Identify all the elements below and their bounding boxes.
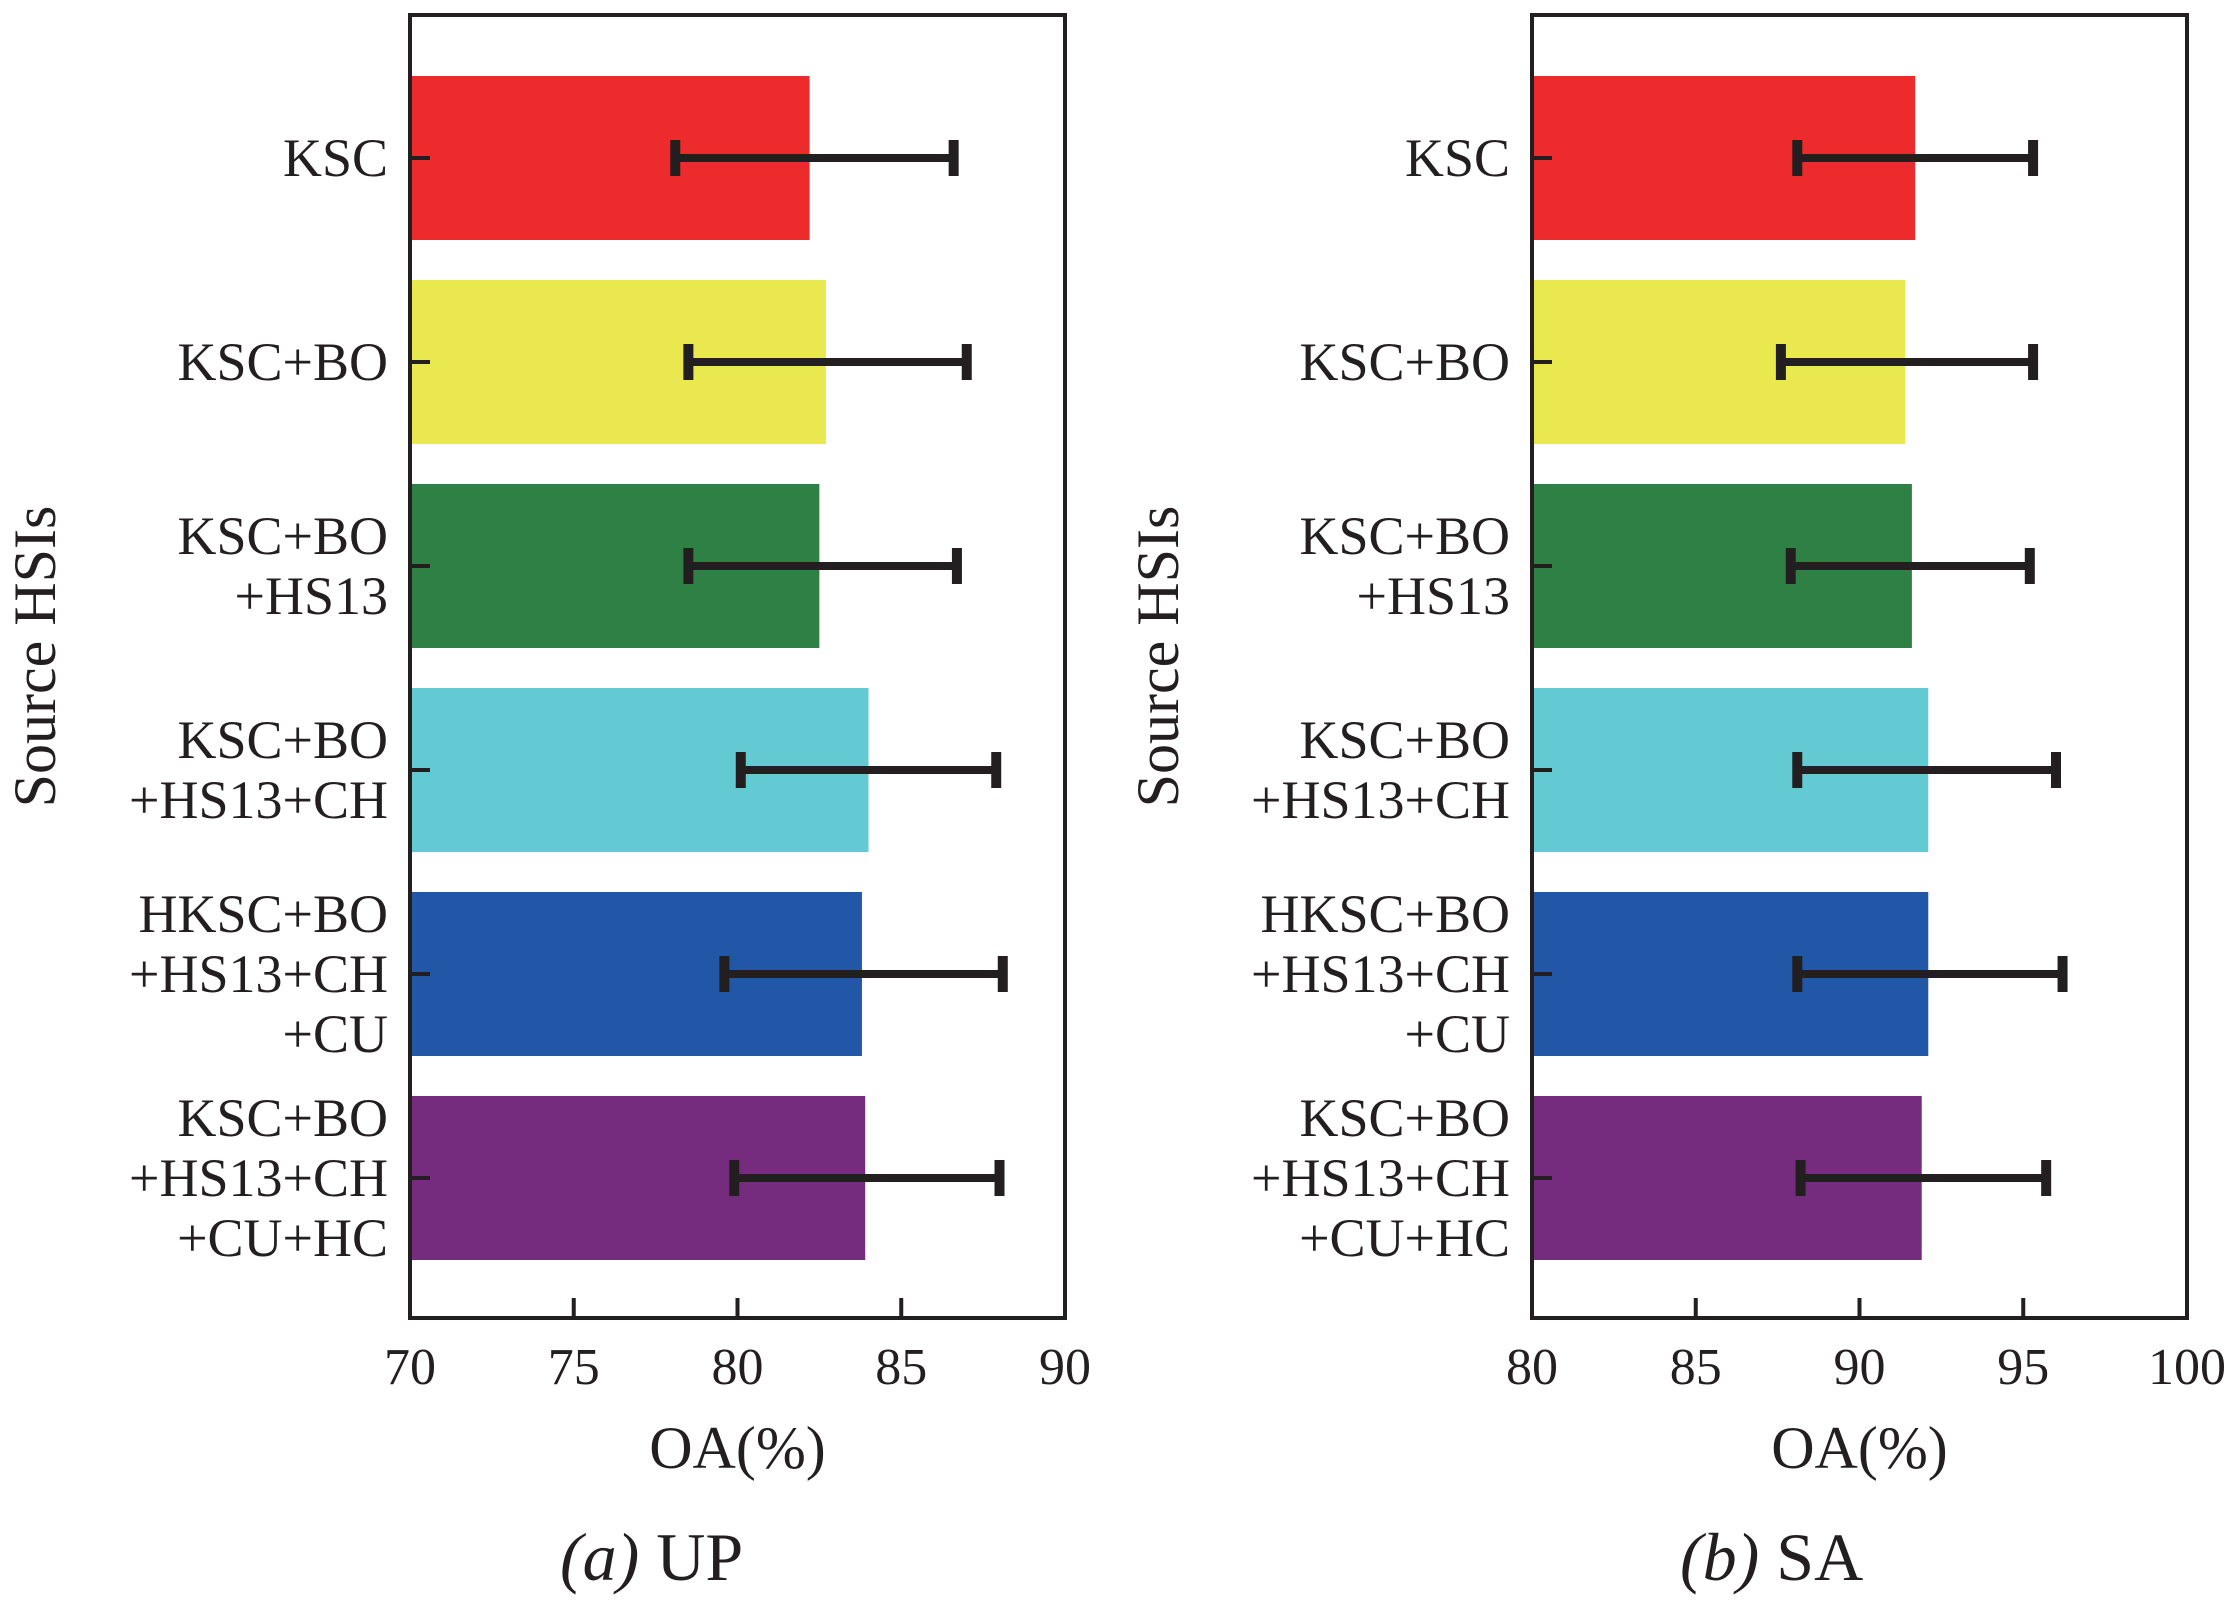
x-tick-label: 80 (1506, 1339, 1558, 1396)
error-bar-5 (729, 1160, 1005, 1196)
category-label: KSC (283, 128, 388, 188)
category-label: +CU+HC (177, 1208, 388, 1268)
error-bar-1 (683, 344, 972, 380)
caption-name: SA (1759, 1519, 1863, 1595)
error-bar-0 (670, 140, 959, 176)
category-label: KSC+BO (177, 332, 388, 392)
category-label: HKSC+BO (1260, 884, 1510, 944)
x-tick-label: 75 (548, 1339, 600, 1396)
category-label: KSC+BO (177, 710, 388, 770)
error-bar-5 (1795, 1160, 2052, 1196)
error-bar-3 (735, 752, 1002, 788)
x-tick-label: 70 (384, 1339, 436, 1396)
category-label: +HS13+CH (1251, 944, 1510, 1004)
category-label: KSC+BO (1299, 1088, 1510, 1148)
caption-name: UP (639, 1519, 743, 1595)
x-tick-label: 85 (875, 1339, 927, 1396)
category-label: +HS13 (235, 566, 388, 626)
category-label: HKSC+BO (138, 884, 388, 944)
panel-b-sa: KSCKSC+BOKSC+BO+HS13KSC+BO+HS13+CHHKSC+B… (1125, 13, 2226, 1595)
category-label: KSC+BO (177, 1088, 388, 1148)
caption-letter: (a) (560, 1519, 639, 1595)
x-axis-title: OA(%) (1771, 1415, 1948, 1481)
error-bar-2 (683, 548, 962, 584)
category-label: KSC+BO (1299, 710, 1510, 770)
category-label: +HS13 (1357, 566, 1510, 626)
y-axis-title: Source HSIs (1125, 506, 1191, 808)
category-label: +HS13+CH (1251, 1148, 1510, 1208)
x-tick-label: 85 (1670, 1339, 1722, 1396)
category-label: KSC (1405, 128, 1510, 188)
category-label: +CU (283, 1004, 388, 1064)
category-label: +HS13+CH (129, 944, 388, 1004)
panel-caption: (a) UP (560, 1519, 743, 1595)
error-bar-0 (1792, 140, 2039, 176)
error-bar-2 (1785, 548, 2035, 584)
category-label: +HS13+CH (129, 770, 388, 830)
error-bar-4 (719, 956, 1008, 992)
x-axis-title: OA(%) (649, 1415, 826, 1481)
category-label: KSC+BO (1299, 506, 1510, 566)
error-bar-4 (1792, 956, 2068, 992)
category-label: KSC+BO (177, 506, 388, 566)
y-axis-title: Source HSIs (2, 506, 68, 808)
panel-a-up: KSCKSC+BOKSC+BO+HS13KSC+BO+HS13+CHHKSC+B… (2, 13, 1091, 1595)
x-tick-label: 90 (1039, 1339, 1091, 1396)
error-bar-3 (1792, 752, 2061, 788)
category-label: +CU+HC (1299, 1208, 1510, 1268)
panel-caption: (b) SA (1680, 1519, 1863, 1595)
error-bar-1 (1775, 344, 2039, 380)
x-tick-label: 80 (712, 1339, 764, 1396)
category-label: +HS13+CH (129, 1148, 388, 1208)
x-tick-label: 95 (1997, 1339, 2049, 1396)
category-label: +CU (1405, 1004, 1510, 1064)
x-tick-label: 100 (2148, 1339, 2226, 1396)
category-label: KSC+BO (1299, 332, 1510, 392)
category-label: +HS13+CH (1251, 770, 1510, 830)
x-tick-label: 90 (1834, 1339, 1886, 1396)
caption-letter: (b) (1680, 1519, 1759, 1595)
